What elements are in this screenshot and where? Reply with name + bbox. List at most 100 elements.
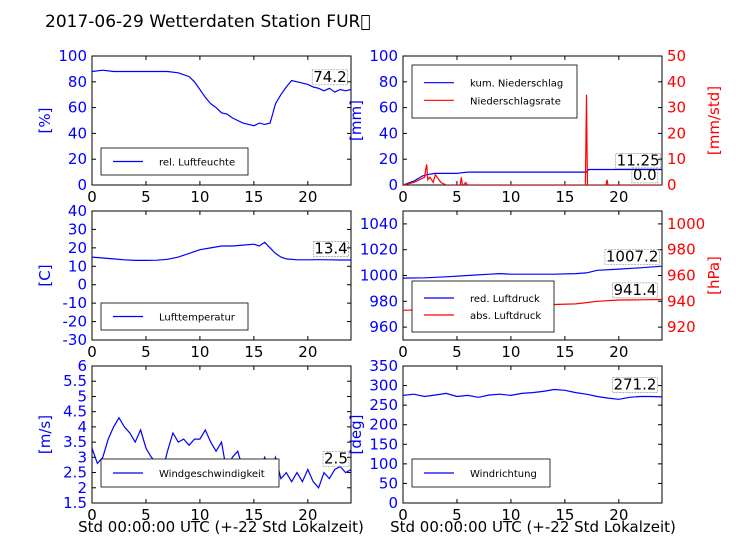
- value-label: 13.4: [314, 239, 347, 257]
- y-tick-label: 40: [379, 124, 398, 142]
- value-label: 11.25: [617, 152, 660, 170]
- chart-panel-middle-right: 0 5 10 15 20 960 980 1000 1020 1040 920 940 960 980 10…: [360, 210, 723, 361]
- legend-label: Windgeschwindigkeit: [159, 469, 265, 480]
- x-tick-label: 0: [398, 506, 408, 524]
- y-tick-label: 5.5: [63, 372, 87, 390]
- x-tick-label: 20: [609, 343, 628, 361]
- y-tick-label: 200: [369, 416, 398, 434]
- y-tick-label: 2.5: [63, 464, 87, 482]
- y-tick-label: 100: [369, 455, 398, 473]
- x-tick-label: 15: [555, 343, 574, 361]
- y-tick-label-right: 10: [667, 150, 686, 168]
- legend: kum. Niederschlag Niederschlagsrate: [411, 64, 578, 119]
- legend-label: Lufttemperatur: [159, 313, 236, 324]
- y-tick-label: 960: [369, 318, 398, 336]
- legend-label: rel. Luftfeuchte: [159, 158, 235, 169]
- x-tick-label: 15: [555, 188, 574, 206]
- series-group: [92, 241, 351, 261]
- y-tick-label-right: 0: [667, 176, 677, 194]
- value-label-box: [604, 248, 660, 265]
- y-tick-label: 100: [369, 47, 398, 65]
- y-tick-label: 350: [369, 357, 398, 375]
- series-line-primary: [403, 388, 662, 400]
- y-tick-label: 150: [369, 435, 398, 453]
- y-tick-label-right: 50: [667, 47, 686, 65]
- y-tick-label: 80: [68, 73, 87, 91]
- legend: Lufttemperatur: [100, 302, 249, 331]
- y-tick-label-right: 960: [667, 267, 696, 285]
- y-tick-label: 3: [77, 448, 87, 466]
- y-tick-label: 30: [68, 220, 87, 238]
- legend: Windrichtung: [411, 458, 551, 488]
- series-line-primary: [403, 265, 662, 279]
- y-tick-label: 40: [68, 202, 87, 220]
- value-label-box: [612, 377, 658, 393]
- y-tick-label-right: 1000: [667, 215, 705, 233]
- y-tick-label: 20: [68, 239, 87, 257]
- y-tick-label: 1.5: [63, 494, 87, 512]
- legend-label: Windrichtung: [470, 469, 537, 480]
- figure-title: 2017-06-29 Wetterdaten Station FUR : [45, 12, 371, 32]
- x-tick-label: 15: [244, 506, 263, 524]
- y-tick-label: 250: [369, 396, 398, 414]
- x-tick-label: 15: [244, 188, 263, 206]
- legend-label: abs. Luftdruck: [470, 311, 541, 322]
- y-tick-label: 80: [379, 73, 398, 91]
- x-tick-label: 20: [609, 506, 628, 524]
- value-label: 1007.2: [606, 247, 659, 265]
- value-label: 0.0: [633, 166, 657, 184]
- legend-box: [411, 64, 578, 119]
- value-label: 941.4: [613, 281, 656, 299]
- y-tick-label: 5: [77, 387, 87, 405]
- chart-panel-bottom-left: 0 5 10 15 201.522.533.544.555.56[m/s]2.5Wind…: [36, 357, 352, 524]
- y-tick-label-right: 30: [667, 99, 686, 117]
- y-tick-label: 1020: [360, 241, 398, 259]
- y-tick-label: 0: [77, 176, 87, 194]
- x-tick-label: 0: [87, 506, 97, 524]
- y-tick-label: -30: [63, 331, 88, 349]
- series-line-primary: [92, 69, 351, 127]
- value-label-box: [322, 451, 350, 467]
- y-tick-label: 0: [77, 276, 87, 294]
- y-tick-label-right: 20: [667, 124, 686, 142]
- series-line-primary: [92, 241, 351, 261]
- value-label: 271.2: [613, 375, 656, 393]
- y-axis-label-right: [mm/std]: [705, 86, 723, 155]
- y-axis-label: [m/s]: [36, 415, 54, 454]
- y-axis-label: [C]: [36, 264, 54, 286]
- x-axis-label-right: Std 00:00:00 UTC (+-22 Std Lokalzeit): [390, 518, 676, 536]
- x-tick-label: 20: [298, 188, 317, 206]
- x-tick-label: 10: [501, 506, 520, 524]
- y-tick-label: 0: [388, 494, 398, 512]
- value-label-box: [612, 282, 658, 299]
- chart-panel-bottom-right: 0 5 10 15 20050100150200250300350[deg]271.2W…: [347, 357, 663, 524]
- x-tick-label: 10: [190, 188, 209, 206]
- y-tick-label: 0: [388, 176, 398, 194]
- y-axis-label-right: [hPa]: [705, 256, 723, 295]
- x-tick-label: 20: [298, 343, 317, 361]
- x-tick-label: 5: [141, 188, 151, 206]
- x-tick-label: 15: [244, 343, 263, 361]
- y-axis-label: [%]: [36, 108, 54, 134]
- y-tick-label: 20: [68, 150, 87, 168]
- chart-panel-top-right: 0 5 10 15 20 0 20 40 60 80 100 0 10 20 30 40 50 [mm] [mm/s…: [347, 47, 723, 206]
- y-tick-label: 980: [369, 292, 398, 310]
- value-label-box: [312, 241, 350, 257]
- y-tick-label: 4: [77, 418, 87, 436]
- y-tick-label: 10: [68, 257, 87, 275]
- series-line-primary: [92, 416, 351, 489]
- value-label: 74.2: [313, 68, 346, 86]
- y-tick-label: 1040: [360, 215, 398, 233]
- value-label-box: [631, 167, 659, 184]
- y-tick-label: 300: [369, 377, 398, 395]
- series-group: [92, 416, 351, 489]
- x-tick-label: 5: [141, 506, 151, 524]
- x-tick-label: 20: [609, 188, 628, 206]
- series-group: [403, 388, 662, 400]
- series-group: [403, 94, 662, 185]
- x-tick-label: 0: [398, 343, 408, 361]
- x-tick-label: 5: [452, 188, 462, 206]
- y-tick-label: 4.5: [63, 403, 87, 421]
- value-label: 2.5: [324, 449, 348, 467]
